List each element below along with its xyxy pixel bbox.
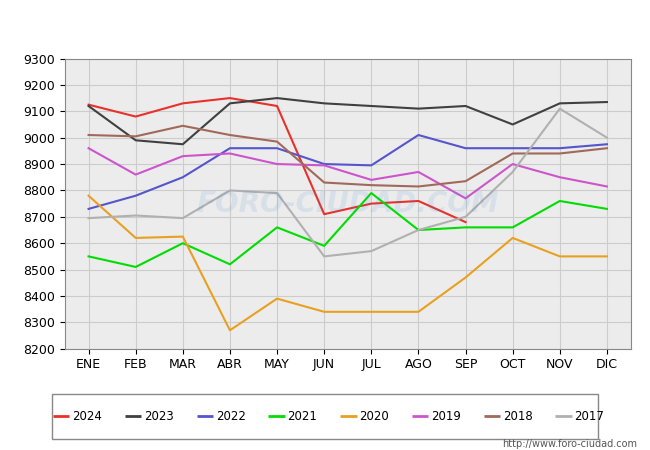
Text: 2020: 2020 bbox=[359, 410, 389, 423]
FancyBboxPatch shape bbox=[52, 394, 598, 439]
Text: http://www.foro-ciudad.com: http://www.foro-ciudad.com bbox=[502, 439, 637, 449]
Text: 2021: 2021 bbox=[287, 410, 317, 423]
Text: 2024: 2024 bbox=[72, 410, 102, 423]
Text: 2017: 2017 bbox=[575, 410, 604, 423]
Text: 2023: 2023 bbox=[144, 410, 174, 423]
Text: FORO-CIUDAD.COM: FORO-CIUDAD.COM bbox=[196, 189, 499, 218]
Text: 2018: 2018 bbox=[502, 410, 532, 423]
Text: 2022: 2022 bbox=[216, 410, 246, 423]
Text: Afiliados en Langreo a 30/9/2024: Afiliados en Langreo a 30/9/2024 bbox=[176, 17, 474, 35]
Text: 2019: 2019 bbox=[431, 410, 461, 423]
